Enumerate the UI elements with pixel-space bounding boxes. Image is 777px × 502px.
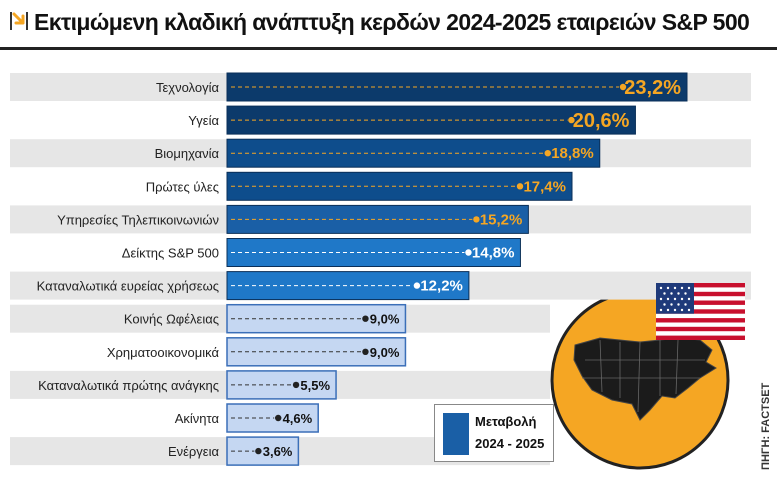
source-credit: ΠΗΓΗ: FACTSET [760,382,772,470]
bar [226,403,319,433]
category-label: Βιομηχανία [155,146,220,161]
value-label: 5,5% [300,378,330,393]
arrow-down-right-icon [10,12,28,30]
value-dot [619,83,627,91]
category-label: Ακίνητα [175,411,220,426]
value-dot [516,183,524,190]
value-label: 3,6% [263,444,293,459]
category-label: Υπηρεσίες Τηλεπικοινωνιών [57,212,219,227]
bar [226,337,407,367]
value-label: 14,8% [472,245,515,262]
value-label: 23,2% [624,77,681,99]
title-rule [0,47,777,50]
legend-label-line2: 2024 - 2025 [475,436,545,451]
category-label: Χρηματοοικονομικά [107,345,220,360]
value-dot [568,116,575,124]
value-label: 12,2% [420,278,463,295]
category-label: Δείκτης S&P 500 [122,246,219,261]
legend: Μεταβολή 2024 - 2025 [434,404,554,462]
value-label: 4,6% [283,411,313,426]
value-dot [544,150,551,157]
header: Εκτιμώμενη κλαδική ανάπτυξη κερδών 2024-… [0,0,777,44]
category-label: Τεχνολογία [156,80,220,95]
value-label: 9,0% [370,345,400,360]
category-label: Κοινής Ωφέλειας [124,312,219,327]
legend-swatch [443,413,469,455]
legend-label-line1: Μεταβολή [475,414,537,429]
value-label: 15,2% [480,211,523,228]
page-title: Εκτιμώμενη κλαδική ανάπτυξη κερδών 2024-… [34,9,750,35]
category-label: Πρώτες ύλες [146,179,219,194]
value-label: 17,4% [523,178,566,195]
us-flag-icon [656,283,745,340]
category-label: Ενέργεια [168,444,220,459]
value-dot [362,348,369,355]
value-dot [473,216,480,223]
value-label: 9,0% [370,312,400,327]
bar [226,303,407,334]
category-label: Καταναλωτικά ευρείας χρήσεως [37,279,219,294]
value-label: 20,6% [573,110,630,132]
value-dot [413,282,421,289]
category-label: Υγεία [188,113,219,128]
value-dot [362,315,369,322]
value-dot [465,249,472,256]
value-dot [275,414,282,422]
value-dot [292,381,300,389]
category-label: Καταναλωτικά πρώτης ανάγκης [38,378,219,393]
value-label: 18,8% [551,145,594,162]
value-dot [255,447,262,455]
